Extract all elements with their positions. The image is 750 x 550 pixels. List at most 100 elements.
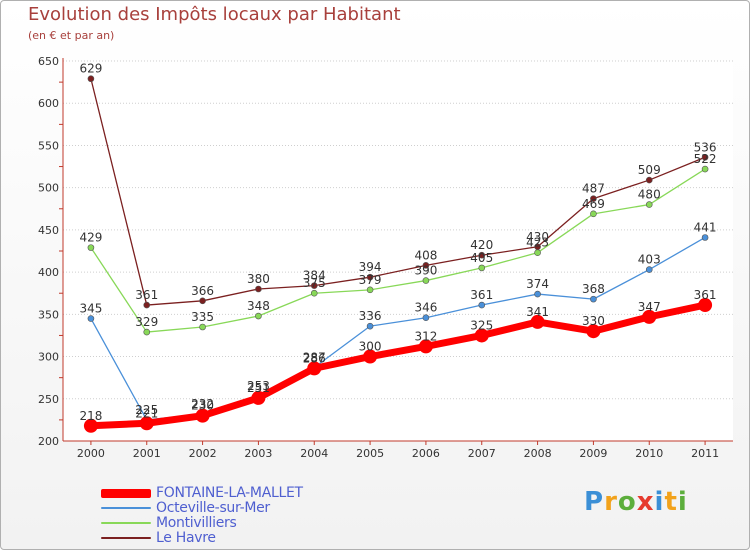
data-point: [366, 286, 374, 294]
data-label: 325: [470, 318, 493, 332]
data-point: [645, 266, 653, 273]
axis-layer: 200 250 300 350 400 450 500 550 600 650 2000 2001 20…: [38, 55, 733, 460]
data-label: 300: [359, 340, 382, 354]
legend-swatch-montivilliers: [101, 522, 151, 524]
data-point: [366, 273, 374, 281]
data-label: 441: [694, 220, 717, 234]
x-tick-label: 2009: [579, 447, 607, 460]
data-label: 375: [303, 276, 326, 290]
data-label: 361: [470, 288, 493, 302]
data-label: 336: [359, 309, 382, 323]
logo-letter: x: [636, 487, 655, 517]
data-label: 225: [135, 403, 158, 417]
data-point: [645, 201, 653, 208]
data-label: 629: [79, 62, 102, 76]
x-tick-label: 2000: [77, 447, 105, 460]
x-tick-label: 2007: [468, 447, 496, 460]
data-label: 390: [414, 264, 437, 278]
legend-swatch-fontaine: [101, 489, 151, 498]
data-label: 345: [79, 302, 102, 316]
logo-letter: i: [654, 487, 665, 517]
legend-label-montivilliers: Montivilliers: [156, 515, 237, 531]
data-point: [83, 418, 98, 433]
data-label: 253: [247, 379, 270, 393]
logo-letter: r: [604, 487, 618, 517]
data-label: 218: [79, 409, 102, 423]
data-label: 232: [191, 397, 214, 411]
data-point: [199, 323, 206, 331]
data-point: [418, 339, 433, 354]
data-label: 287: [303, 351, 326, 365]
y-tick-label: 600: [38, 97, 59, 110]
data-point: [642, 309, 657, 324]
data-point: [534, 249, 541, 256]
data-label: 348: [247, 299, 270, 313]
data-label: 469: [582, 197, 605, 211]
data-label: 522: [694, 152, 717, 166]
x-tick-label: 2011: [691, 447, 719, 460]
y-tick-label: 200: [38, 435, 59, 448]
data-label: 335: [191, 310, 214, 324]
data-point: [478, 251, 486, 259]
data-point: [698, 298, 713, 313]
data-label: 329: [135, 315, 158, 329]
data-label: 346: [414, 301, 437, 315]
chart-subtitle: (en € et par an): [28, 29, 115, 42]
legend-label-octeville: Octeville-sur-Mer: [156, 500, 270, 516]
plot-area: [63, 61, 733, 441]
proxiti-logo: Proxiti: [584, 487, 688, 517]
data-label: 536: [694, 140, 717, 154]
data-point: [143, 328, 151, 336]
legend-label-fontaine: FONTAINE-LA-MALLET: [156, 485, 303, 501]
data-label: 251: [247, 381, 270, 395]
data-point: [478, 264, 486, 272]
y-tick-label: 500: [38, 182, 59, 195]
x-tick-label: 2004: [300, 447, 328, 460]
x-tick-label: 2002: [189, 447, 217, 460]
y-tick-label: 300: [38, 351, 59, 364]
data-label: 408: [414, 248, 437, 262]
data-point: [586, 324, 601, 339]
data-point: [310, 289, 318, 297]
data-label: 423: [526, 236, 549, 250]
data-label: 330: [582, 314, 605, 328]
data-point: [534, 290, 541, 298]
data-point: [474, 328, 489, 343]
data-label: 394: [359, 260, 382, 274]
x-tick-label: 2008: [524, 447, 552, 460]
data-point: [310, 282, 318, 289]
data-point: [87, 75, 95, 83]
data-point: [139, 416, 154, 431]
data-label: 380: [247, 272, 270, 286]
y-tick-label: 350: [38, 308, 59, 321]
legend-swatch-le-havre: [101, 537, 151, 539]
data-point: [590, 210, 597, 218]
data-label: 509: [638, 163, 661, 177]
data-label: 366: [191, 284, 214, 298]
data-point: [366, 322, 374, 330]
data-label: 312: [414, 329, 437, 343]
data-label: 379: [359, 273, 382, 287]
logo-letter: i: [677, 487, 688, 517]
data-point: [701, 234, 709, 241]
data-label: 347: [638, 300, 661, 314]
logo-letter: P: [584, 487, 605, 517]
series-line-2: [90, 168, 706, 333]
legend-swatch-octeville: [101, 507, 151, 509]
data-label: 341: [526, 305, 549, 319]
y-tick-label: 400: [38, 266, 59, 279]
data-point: [530, 314, 545, 329]
data-label: 420: [470, 238, 493, 252]
data-point: [701, 165, 709, 173]
y-tick-label: 250: [38, 393, 59, 406]
logo-letter: t: [664, 487, 678, 517]
data-point: [701, 153, 709, 161]
series-line-3: [90, 78, 706, 306]
data-label: 361: [694, 288, 717, 302]
data-point: [195, 408, 210, 423]
logo-letter: o: [617, 487, 637, 517]
data-label: 374: [526, 277, 549, 291]
data-point: [251, 390, 266, 405]
